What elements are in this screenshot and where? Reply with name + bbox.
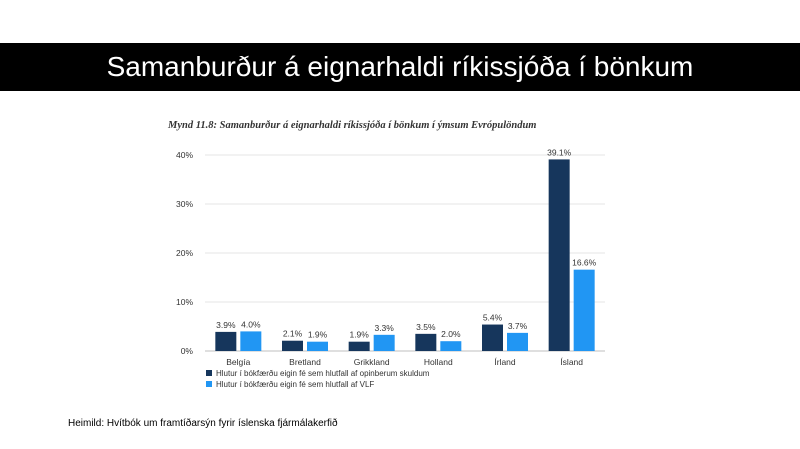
slide-title: Samanburður á eignarhaldi ríkissjóða í b… xyxy=(0,43,800,91)
data-label: 16.6% xyxy=(572,258,597,268)
bar-1 xyxy=(415,333,437,351)
x-tick-label: Belgía xyxy=(226,357,250,367)
legend-swatch-1 xyxy=(206,370,212,376)
data-label: 1.9% xyxy=(308,330,328,340)
bar-1 xyxy=(548,159,570,351)
bar-2 xyxy=(240,331,262,351)
x-tick-label: Írland xyxy=(494,357,516,367)
y-tick-label: 30% xyxy=(176,199,193,209)
legend-swatch-2 xyxy=(206,381,212,387)
bar-2 xyxy=(307,341,328,351)
x-tick-label: Grikkland xyxy=(354,357,390,367)
y-tick-label: 0% xyxy=(181,346,194,356)
bar-1 xyxy=(215,331,237,351)
data-label: 1.9% xyxy=(349,330,369,340)
bar-1 xyxy=(282,340,303,351)
bar-1 xyxy=(348,341,370,351)
chart-title: Mynd 11.8: Samanburður á eignarhaldi rík… xyxy=(167,120,536,131)
data-label: 5.4% xyxy=(483,313,503,323)
bar-2 xyxy=(373,334,395,351)
y-tick-label: 40% xyxy=(176,150,193,160)
x-axis-ticks: Belgía Bretland Grikkland Holland Írland Ísla… xyxy=(226,357,583,367)
data-label: 3.5% xyxy=(416,322,436,332)
y-tick-label: 10% xyxy=(176,297,193,307)
data-label: 3.7% xyxy=(508,321,528,331)
bar-2 xyxy=(573,269,595,351)
legend-label-1: Hlutur í bókfærðu eigin fé sem hlutfall … xyxy=(216,369,430,378)
data-label: 2.0% xyxy=(441,329,461,339)
data-label: 4.0% xyxy=(241,319,261,329)
data-label: 3.9% xyxy=(216,320,236,330)
data-label: 3.3% xyxy=(374,323,394,333)
source-note: Heimild: Hvítbók um framtíðarsýn fyrir í… xyxy=(68,418,338,429)
legend-label-2: Hlutur í bókfærðu eigin fé sem hlutfall … xyxy=(216,380,374,389)
legend: Hlutur í bókfærðu eigin fé sem hlutfall … xyxy=(206,369,430,389)
data-label: 2.1% xyxy=(283,329,303,339)
bar-2 xyxy=(507,332,528,351)
y-axis-ticks: 0% 10% 20% 30% 40% xyxy=(176,150,193,356)
bars xyxy=(215,159,595,351)
bar-2 xyxy=(440,341,462,351)
data-labels: 3.9% 4.0% 2.1% 1.9% 1.9% 3.3% 3.5% 2.0% 5.4% 3.7%… xyxy=(216,147,597,339)
gridlines xyxy=(205,154,605,352)
bar-1 xyxy=(482,324,503,351)
y-tick-label: 20% xyxy=(176,248,193,258)
data-label: 39.1% xyxy=(547,147,572,157)
x-tick-label: Ísland xyxy=(560,357,583,367)
x-tick-label: Holland xyxy=(424,357,453,367)
x-tick-label: Bretland xyxy=(289,357,321,367)
